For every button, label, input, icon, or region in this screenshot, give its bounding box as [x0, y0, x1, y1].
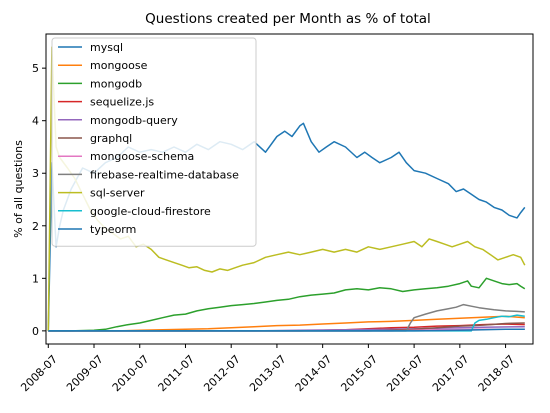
- y-tick-label: 3: [32, 167, 39, 180]
- legend-label: sequelize.js: [90, 96, 154, 109]
- y-axis-label: % of all questions: [12, 140, 25, 238]
- x-tick-label: 2015-07: [338, 353, 380, 395]
- x-tick-label: 2008-07: [18, 353, 60, 395]
- y-tick-label: 5: [32, 62, 39, 75]
- legend-label: sql-server: [90, 187, 145, 200]
- series-line-google-cloud-firestore: [48, 314, 525, 332]
- legend-label: graphql: [90, 132, 132, 145]
- legend-box: [51, 37, 257, 247]
- legend-label: firebase-realtime-database: [90, 168, 239, 181]
- x-tick-label: 2017-07: [430, 353, 472, 395]
- series-line-typeorm: [48, 328, 525, 332]
- legend-label: mongoose-schema: [90, 150, 194, 163]
- y-tick-label: 0: [32, 325, 39, 338]
- series-line-mongoose: [48, 315, 525, 332]
- series-layer: [47, 46, 526, 332]
- series-line-mongodb: [48, 277, 526, 332]
- legend-label: mongodb-query: [90, 114, 178, 127]
- series-line-firebase-realtime-database: [48, 303, 525, 332]
- y-tick-label: 2: [32, 220, 39, 233]
- legend-label: mongoose: [90, 59, 148, 72]
- plot-area-frame: [45, 33, 534, 345]
- x-tick-label: 2016-07: [384, 353, 426, 395]
- x-tick-label: 2012-07: [201, 353, 243, 395]
- y-tick-label: 4: [32, 115, 39, 128]
- legend: mysql mongoose mongodb sequelize.js mongodb-…: [51, 37, 257, 247]
- legend-label: mongodb: [90, 77, 142, 90]
- legend-label: google-cloud-firestore: [90, 205, 211, 218]
- chart-title: Questions created per Month as % of tota…: [145, 11, 431, 27]
- x-tick-label: 2014-07: [293, 353, 335, 395]
- x-tick-label: 2010-07: [110, 353, 152, 395]
- y-tick-label: 1: [32, 272, 39, 285]
- x-tick-label: 2018-07: [476, 353, 518, 395]
- x-tick-label: 2009-07: [64, 353, 106, 395]
- x-tick-label: 2011-07: [156, 353, 198, 395]
- legend-label: mysql: [90, 41, 123, 54]
- x-tick-label: 2013-07: [247, 353, 289, 395]
- legend-label: typeorm: [90, 223, 136, 236]
